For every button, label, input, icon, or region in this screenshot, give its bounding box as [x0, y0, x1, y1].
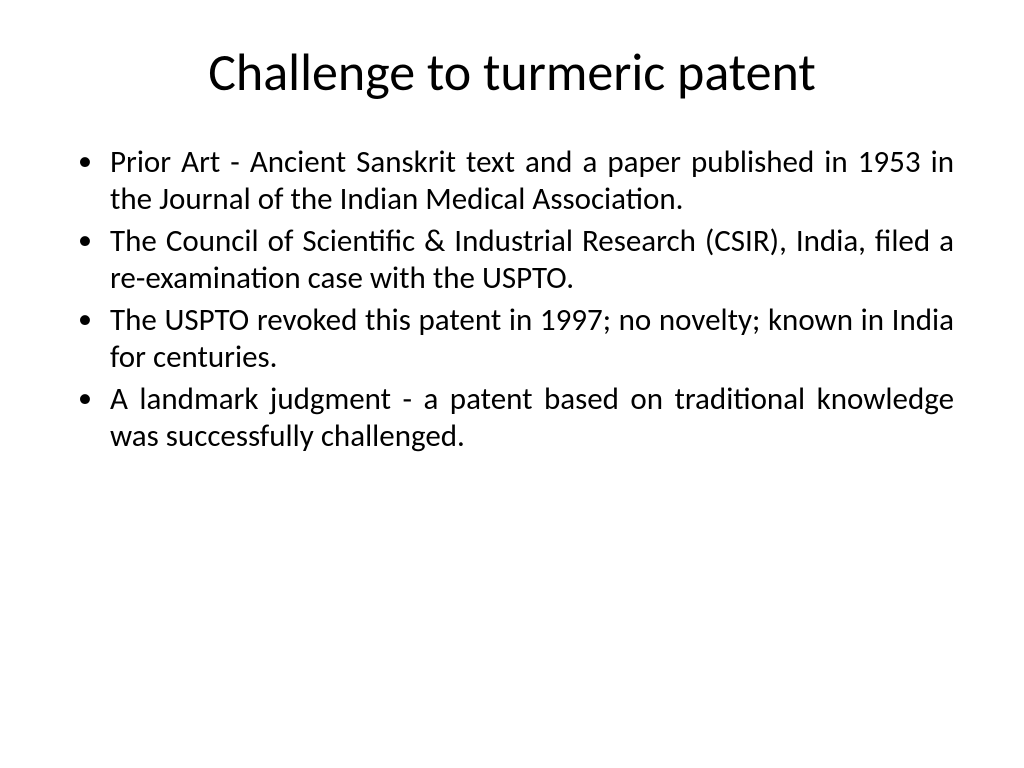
list-item: Prior Art - Ancient Sanskrit text and a …: [70, 144, 954, 217]
bullet-list: Prior Art - Ancient Sanskrit text and a …: [70, 144, 954, 455]
list-item: The USPTO revoked this patent in 1997; n…: [70, 302, 954, 375]
slide-title: Challenge to turmeric patent: [70, 40, 954, 104]
list-item: A landmark judgment - a patent based on …: [70, 381, 954, 454]
slide-container: Challenge to turmeric patent Prior Art -…: [0, 0, 1024, 768]
list-item: The Council of Scientific & Industrial R…: [70, 223, 954, 296]
